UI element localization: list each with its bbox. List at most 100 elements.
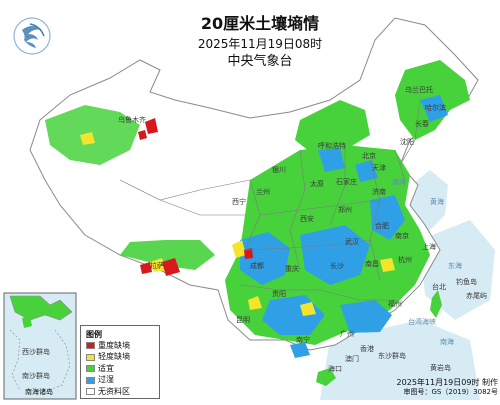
legend-swatch [86,342,95,350]
sea-label-taiwan-strait: 台湾海峡 [408,318,436,326]
place-label-hangzhou: 杭州 [398,256,412,264]
place-label-huangyan: 黄岩岛 [430,364,451,372]
place-label-changchun: 长春 [415,120,429,128]
legend-swatch [86,388,95,396]
severe-drought-tibet-1 [162,258,180,276]
place-label-tianjin: 天津 [372,164,386,172]
legend-label: 轻度缺墒 [98,352,130,362]
place-label-shenyang: 沈阳 [400,138,414,146]
wet-region-guangdong [340,300,392,333]
legend-label: 重度缺墒 [98,340,130,350]
legend-item-severe-drought: 重度缺墒 [86,340,154,352]
severe-drought-sichuan [244,248,253,259]
place-label-haikou: 海口 [328,365,342,373]
suitable-region-tibet [120,240,215,270]
place-label-beijing: 北京 [362,152,376,160]
south-china-sea-inset-frame: 南海诸岛 [4,293,76,399]
inset-label: 南海诸岛 [25,388,53,396]
title-block: 20厘米土壤墒情 2025年11月19日08时 中央气象台 [150,14,370,70]
suitable-regions [45,60,470,386]
place-label-dongsha: 东沙群岛 [378,352,406,360]
sea-label-bohai: 渤海 [392,178,406,186]
footer-approval-number: 审图号：GS（2019）3082号 [403,388,499,396]
place-label-taiyuan: 太原 [310,180,324,188]
place-label-chengdu: 成都 [250,262,264,270]
place-label-chiwei: 赤尾屿 [466,292,487,300]
cma-logo-icon [13,17,51,55]
place-label-xisha: 西沙群岛 [22,348,50,356]
map-title: 20厘米土壤墒情 [200,14,320,33]
legend-item-suitable: 适宜 [86,363,154,375]
legend-swatch [86,353,95,361]
severe-drought-xinjiang-2 [138,130,147,140]
sea-label-south-sea: 南海 [440,338,454,346]
mild-drought-regions [80,132,395,316]
place-label-fuzhou: 福州 [388,300,402,308]
place-label-ulaanbaatar: 乌兰巴托 [405,86,433,94]
legend-item-too-wet: 过湿 [86,375,154,387]
place-label-lasa: 拉萨 [150,262,164,270]
map-organization: 中央气象台 [227,54,293,69]
mild-drought-east [380,258,395,272]
severe-drought-regions [138,118,253,276]
place-label-xian: 西安 [300,215,314,223]
place-label-taibei: 台北 [432,283,446,291]
place-label-hefei: 合肥 [375,222,389,230]
place-label-hohhot: 呼和浩特 [318,142,346,150]
place-label-guangzhou: 广州 [340,330,354,338]
severe-drought-tibet-2 [140,262,152,274]
place-label-zhengzhou: 郑州 [338,206,352,214]
legend-item-no-data: 无资料区 [86,386,154,398]
mild-drought-tibet [150,258,166,272]
suitable-region-north [295,100,370,152]
sea-label-yellow-sea: 黄海 [430,198,444,206]
mild-drought-south [300,302,316,316]
place-label-lanzhou: 兰州 [256,188,270,196]
place-label-shijiazhuang: 石家庄 [336,178,357,186]
legend-label: 过湿 [98,375,114,385]
place-label-harbin: 哈尔滨 [425,104,446,112]
legend-item-mild-drought: 轻度缺墒 [86,352,154,364]
wet-regions [240,95,448,358]
suitable-region-taiwan [430,290,442,318]
place-label-kunming: 昆明 [236,316,250,324]
sea-label-east-sea: 东海 [448,262,462,270]
south-china-sea-inset [3,292,77,400]
place-label-nanchang: 南昌 [365,260,379,268]
wet-region-south2 [290,342,310,358]
legend-title: 图例 [86,330,102,339]
mild-drought-sichuan-1 [232,240,246,258]
province-boundaries [119,99,421,301]
legend-swatch [86,365,95,373]
place-label-nansha: 南沙群岛 [22,372,50,380]
legend: 图例 重度缺墒 轻度缺墒 适宜 过湿 无资料区 [80,325,160,399]
place-label-chongqing: 重庆 [285,265,299,273]
footer: 2025年11月19日09时 制作 审图号：GS（2019）3082号 [378,378,498,397]
map-date: 2025年11月19日08时 [197,37,323,51]
wet-region-hebei [355,160,378,182]
wet-region-central [300,225,370,285]
mild-drought-xinjiang [80,132,95,145]
place-label-diaoyu: 钓鱼岛 [456,278,477,286]
mild-drought-yunnan [248,296,262,310]
legend-swatch [86,376,95,384]
place-label-wuhan: 武汉 [345,238,359,246]
place-label-xining: 西宁 [232,198,246,206]
place-label-jinan: 济南 [372,188,386,196]
wet-region-east [370,195,405,240]
place-label-changsha: 长沙 [330,262,344,270]
place-label-yinchuan: 银川 [272,166,286,174]
south-sea-area [320,320,480,400]
place-label-guiyang: 贵阳 [272,290,286,298]
wet-region-sichuan [240,232,290,285]
severe-drought-xinjiang-1 [145,118,158,134]
place-label-hongkong: 香港 [360,345,374,353]
wet-region-north [318,148,345,172]
place-label-macau: 澳门 [345,355,359,363]
place-label-nanjing: 南京 [395,232,409,240]
suitable-region-hainan [316,368,336,386]
place-label-shanghai: 上海 [422,243,436,251]
legend-label: 适宜 [98,363,114,373]
